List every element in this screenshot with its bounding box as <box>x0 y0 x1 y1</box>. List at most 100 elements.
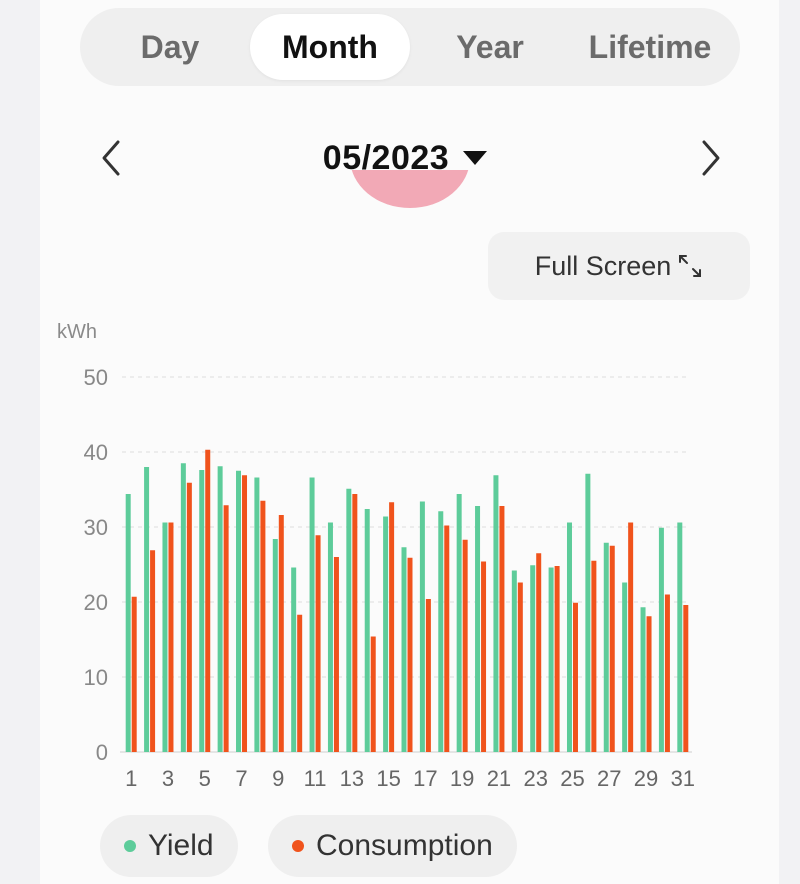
x-tick-label: 21 <box>487 766 511 791</box>
caret-down-icon <box>463 151 488 165</box>
legend-consumption-label: Consumption <box>316 829 493 862</box>
consumption-bar <box>278 515 284 752</box>
yield-bar <box>254 477 260 752</box>
yield-bar <box>530 565 536 752</box>
y-tick-label: 50 <box>84 365 108 390</box>
y-tick-label: 10 <box>84 665 108 690</box>
consumption-bar <box>168 522 174 752</box>
chevron-right-icon <box>702 140 720 176</box>
yield-dot-icon <box>124 840 136 852</box>
yield-bar <box>272 539 278 752</box>
consumption-bar <box>609 545 615 752</box>
consumption-bar <box>242 475 248 752</box>
yield-bar <box>346 488 352 752</box>
consumption-dot-icon <box>292 840 304 852</box>
legend-yield[interactable]: Yield <box>100 815 238 877</box>
consumption-bar <box>370 636 376 752</box>
yield-bar <box>162 522 168 752</box>
yield-bar <box>677 522 683 752</box>
yield-bar <box>383 516 389 752</box>
yield-bar <box>125 494 131 752</box>
yield-bar <box>180 463 186 752</box>
x-tick-label: 7 <box>235 766 247 791</box>
yield-bar <box>622 582 628 752</box>
consumption-bar <box>407 557 413 752</box>
consumption-bar <box>517 582 523 752</box>
tab-day[interactable]: Day <box>140 29 200 65</box>
x-tick-label: 15 <box>376 766 400 791</box>
x-tick-label: 27 <box>597 766 621 791</box>
legend-consumption[interactable]: Consumption <box>268 815 517 877</box>
yield-bar <box>566 522 572 752</box>
yield-bar <box>236 470 242 752</box>
consumption-bar <box>352 494 358 752</box>
tab-year[interactable]: Year <box>456 29 524 65</box>
yield-bar <box>475 506 481 752</box>
yield-bar <box>217 466 223 752</box>
full-screen-label: Full Screen <box>534 250 672 281</box>
yield-bar <box>548 567 554 752</box>
consumption-bar <box>664 594 670 752</box>
yield-bar <box>419 501 425 752</box>
yield-bar <box>401 547 407 752</box>
x-tick-label: 1 <box>125 766 137 791</box>
yield-bar <box>144 467 150 752</box>
tab-month[interactable]: Month <box>250 14 410 80</box>
full-screen-button[interactable]: Full Screen <box>488 232 750 300</box>
consumption-bar <box>591 560 597 752</box>
yield-bar <box>291 567 297 752</box>
period-tabs: Day Month Year Lifetime <box>80 8 740 86</box>
consumption-bar <box>572 602 578 752</box>
yield-bar <box>456 494 462 752</box>
x-tick-label: 31 <box>671 766 695 791</box>
consumption-bar <box>628 522 634 752</box>
consumption-bar <box>499 506 505 752</box>
x-tick-label: 13 <box>340 766 364 791</box>
consumption-bar <box>315 535 321 752</box>
x-tick-label: 19 <box>450 766 474 791</box>
previous-month-button[interactable] <box>92 138 132 178</box>
yield-bar <box>438 511 444 752</box>
consumption-bar <box>131 596 137 752</box>
expand-icon <box>679 255 702 277</box>
y-tick-label: 30 <box>84 515 108 540</box>
yield-bar <box>511 570 517 752</box>
consumption-bar <box>260 500 266 752</box>
x-tick-label: 23 <box>523 766 547 791</box>
x-tick-label: 3 <box>162 766 174 791</box>
x-tick-label: 25 <box>560 766 584 791</box>
consumption-bar <box>223 505 229 752</box>
x-tick-label: 11 <box>304 766 327 791</box>
yield-bar <box>327 522 333 752</box>
consumption-bar <box>683 605 689 752</box>
yield-bar <box>658 527 664 752</box>
consumption-bar <box>333 557 339 752</box>
yield-bar <box>603 542 609 752</box>
chevron-left-icon <box>102 140 120 176</box>
yield-bar <box>199 470 205 752</box>
consumption-bar <box>150 550 156 752</box>
consumption-bar <box>481 561 487 752</box>
y-tick-label: 0 <box>96 740 108 765</box>
consumption-bar <box>297 614 303 752</box>
x-tick-label: 17 <box>413 766 437 791</box>
yield-bar <box>493 475 499 752</box>
consumption-bar <box>462 539 468 752</box>
next-month-button[interactable] <box>690 138 730 178</box>
consumption-bar <box>425 599 431 752</box>
tab-lifetime[interactable]: Lifetime <box>588 29 712 65</box>
x-tick-label: 29 <box>634 766 658 791</box>
yield-bar <box>364 509 370 752</box>
y-tick-label: 20 <box>84 590 108 615</box>
consumption-bar <box>186 482 192 752</box>
yield-bar <box>640 607 646 752</box>
consumption-bar <box>536 553 542 752</box>
consumption-bar <box>389 502 395 752</box>
consumption-bar <box>646 616 652 752</box>
y-axis-unit: kWh <box>57 321 97 343</box>
x-tick-label: 5 <box>199 766 211 791</box>
y-tick-label: 40 <box>84 440 108 465</box>
consumption-bar <box>554 566 560 752</box>
x-tick-label: 9 <box>272 766 284 791</box>
